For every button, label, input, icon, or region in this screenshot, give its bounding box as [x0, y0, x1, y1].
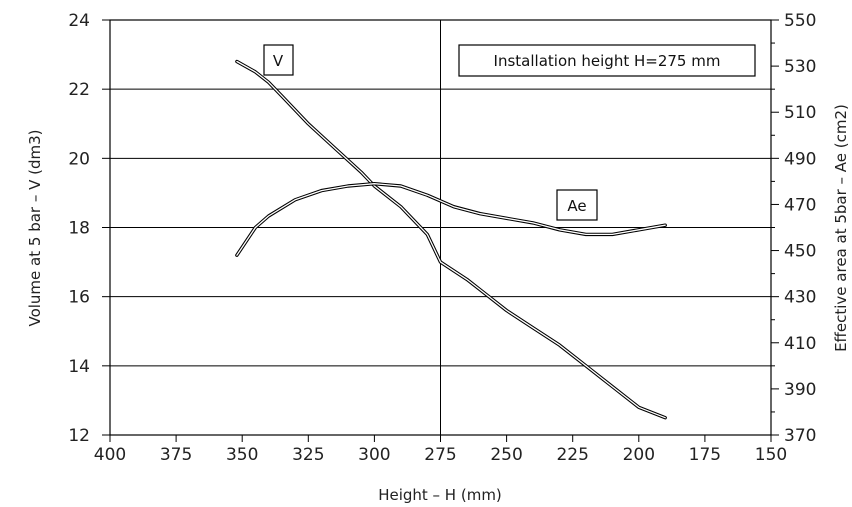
- y-left-tick-label: 16: [68, 288, 90, 308]
- y-left-tick-label: 12: [68, 426, 90, 446]
- y-right-tick-label: 410: [784, 334, 816, 354]
- x-tick-label: 400: [94, 445, 126, 465]
- series-ae-line-inner: [236, 183, 666, 256]
- x-tick-label: 375: [160, 445, 192, 465]
- y-right-tick-label: 530: [784, 57, 816, 77]
- x-tick-label: 350: [226, 445, 258, 465]
- series-label-ae-text: Ae: [567, 197, 586, 215]
- x-tick-label: 325: [292, 445, 324, 465]
- y-axis-right-title: Effective area at 5bar – Ae (cm2): [832, 104, 850, 352]
- grid: [109, 19, 772, 436]
- tick-labels: 400 375 350 325 300 275 250 225 200 175 150 12 14 16 1…: [68, 11, 816, 465]
- y-axis-left-title: Volume at 5 bar – V (dm3): [26, 129, 44, 326]
- series-label-ae: Ae: [556, 189, 598, 221]
- x-tick-label: 150: [755, 445, 787, 465]
- y-left-tick-label: 20: [68, 149, 90, 169]
- y-left-tick-label: 18: [68, 219, 90, 239]
- series-ae-line-outer: [235, 181, 667, 257]
- x-tick-label: 275: [424, 445, 456, 465]
- x-tick-label: 200: [623, 445, 655, 465]
- series-v-line-outer: [235, 59, 667, 420]
- y-right-tick-label: 470: [784, 195, 816, 215]
- series-label-ae-box: [556, 189, 598, 221]
- y-left-tick-label: 24: [68, 11, 90, 31]
- y-left-tick-label: 22: [68, 80, 90, 100]
- series-v-line-inner: [236, 60, 666, 419]
- y-right-tick-label: 550: [784, 11, 816, 31]
- series-label-v: V: [263, 44, 294, 76]
- x-tick-label: 175: [689, 445, 721, 465]
- x-tick-label: 300: [358, 445, 390, 465]
- y-right-tick-label: 450: [784, 242, 816, 262]
- y-right-tick-label: 390: [784, 380, 816, 400]
- x-axis-title: Height – H (mm): [378, 486, 502, 504]
- y-right-tick-label: 370: [784, 426, 816, 446]
- y-left-tick-label: 14: [68, 357, 90, 377]
- y-right-tick-label: 430: [784, 288, 816, 308]
- series-label-v-box: [263, 44, 294, 76]
- annotation-box: [458, 44, 756, 77]
- axis-ticks: [102, 19, 779, 442]
- y-right-tick-label: 510: [784, 103, 816, 123]
- series: [235, 59, 667, 420]
- x-tick-label: 250: [490, 445, 522, 465]
- x-tick-label: 225: [556, 445, 588, 465]
- installation-height-annotation: Installation height H=275 mm: [458, 44, 756, 77]
- annotation-text: Installation height H=275 mm: [494, 52, 721, 70]
- y-right-tick-label: 490: [784, 149, 816, 169]
- series-label-v-text: V: [273, 52, 284, 70]
